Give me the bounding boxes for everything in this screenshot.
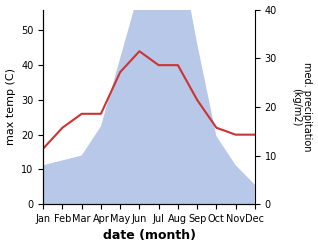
X-axis label: date (month): date (month): [102, 229, 196, 243]
Y-axis label: med. precipitation
(kg/m2): med. precipitation (kg/m2): [291, 62, 313, 152]
Y-axis label: max temp (C): max temp (C): [5, 68, 16, 145]
